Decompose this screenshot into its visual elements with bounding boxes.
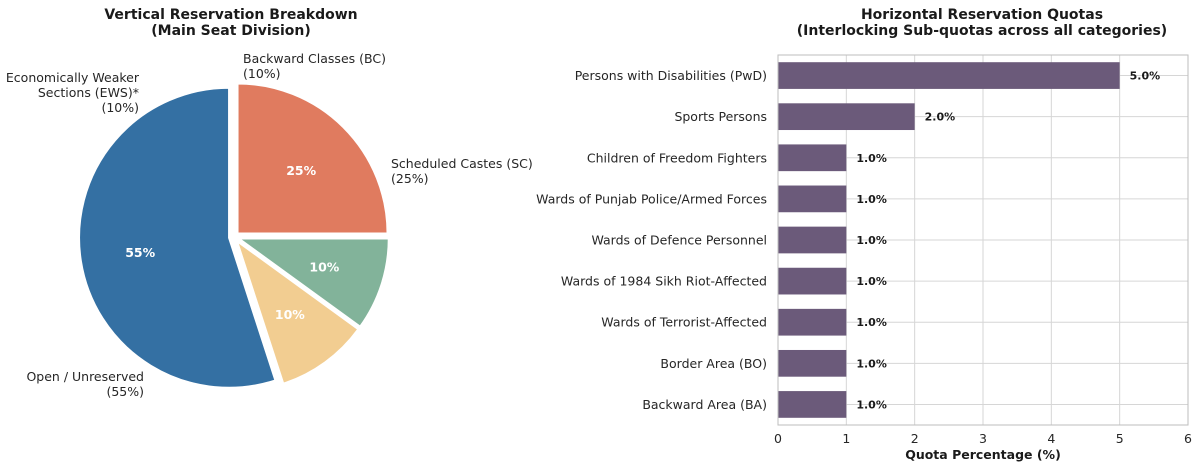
bar-value-children-of-freedom-fighters: 1.0%	[856, 152, 887, 165]
bar-category-wards-of-1984-sikh-riot-affected: Wards of 1984 Sikh Riot-Affected	[561, 274, 767, 289]
pie-pct-backward-classes-bc: 10%	[309, 259, 339, 274]
bar-category-labels: Persons with Disabilities (PwD) Sports Pe…	[536, 68, 767, 412]
bar-category-wards-of-terrorist-affected: Wards of Terrorist-Affected	[601, 315, 767, 330]
pie-pct-scheduled-castes-sc: 25%	[286, 163, 316, 178]
bar-xtick-4: 4	[1047, 431, 1055, 446]
bar-value-wards-of-terrorist-affected: 1.0%	[856, 316, 887, 329]
bar-category-border-area-bo: Border Area (BO)	[660, 356, 767, 371]
bar-title: Horizontal Reservation Quotas	[861, 7, 1103, 23]
pie-slice-open-unreserved	[78, 86, 277, 389]
pie-pct-open-unreserved: 55%	[125, 245, 155, 260]
bar-persons-with-disabilities-pwd	[778, 62, 1120, 89]
bar-sports-persons	[778, 103, 915, 131]
bar-xtick-3: 3	[979, 431, 987, 446]
pie-label-scheduled-castes-sc: Scheduled Castes (SC) (25%)	[391, 156, 533, 186]
bar-subtitle: (Interlocking Sub-quotas across all cate…	[797, 23, 1167, 39]
bar-value-wards-of-punjab-police-armed-forces: 1.0%	[856, 193, 887, 206]
bar-category-persons-with-disabilities-pwd: Persons with Disabilities (PwD)	[575, 68, 767, 83]
pie-pct-economically-weaker-sections-ews: 10%	[275, 307, 305, 322]
pie-slice-economically-weaker-sections-ews	[235, 238, 360, 385]
pie-slice-scheduled-castes-sc	[236, 82, 389, 235]
bar-category-children-of-freedom-fighters: Children of Freedom Fighters	[587, 150, 767, 165]
bar-x-tick-labels: 0 1 2 3 4 5 6	[774, 431, 1192, 446]
bar-wards-of-1984-sikh-riot-affected	[778, 267, 847, 295]
bar-wards-of-terrorist-affected	[778, 308, 847, 336]
bar-x-axis-label: Quota Percentage (%)	[905, 447, 1061, 462]
bar-category-wards-of-punjab-police-armed-forces: Wards of Punjab Police/Armed Forces	[536, 191, 767, 206]
pie-slices: 25% 10% 10% 55%	[78, 82, 390, 389]
pie-label-economically-weaker-sections-ews: Economically Weaker Sections (EWS)* (10%)	[6, 70, 140, 115]
pie-slice-backward-classes-bc	[235, 237, 390, 329]
pie-label-open-unreserved: Open / Unreserved (55%)	[26, 369, 144, 399]
bar-category-backward-area-ba: Backward Area (BA)	[642, 397, 767, 412]
bar-value-wards-of-defence-personnel: 1.0%	[856, 234, 887, 247]
bar-xtick-1: 1	[842, 431, 850, 446]
bar-xtick-6: 6	[1184, 431, 1192, 446]
bar-value-sports-persons: 2.0%	[925, 111, 956, 124]
bar-category-wards-of-defence-personnel: Wards of Defence Personnel	[591, 233, 767, 248]
bar-chart: Horizontal Reservation Quotas (Interlock…	[536, 7, 1192, 462]
bar-wards-of-defence-personnel	[778, 226, 847, 254]
bar-backward-area-ba	[778, 391, 847, 418]
bar-wards-of-punjab-police-armed-forces	[778, 185, 847, 213]
bar-value-backward-area-ba: 1.0%	[856, 398, 887, 411]
bar-value-labels: 5.0% 2.0% 1.0% 1.0% 1.0% 1.0% 1.0% 1.0% 1.0%	[856, 70, 1160, 412]
pie-labels: Scheduled Castes (SC) (25%) Backward Class…	[6, 51, 533, 399]
pie-chart: Vertical Reservation Breakdown (Main Sea…	[6, 7, 533, 399]
bar-plot-frame	[777, 54, 1189, 426]
bar-xtick-5: 5	[1116, 431, 1124, 446]
bar-xtick-0: 0	[774, 431, 782, 446]
bar-bars	[778, 62, 1120, 418]
pie-title: Vertical Reservation Breakdown	[104, 7, 357, 23]
pie-subtitle: (Main Seat Division)	[151, 23, 310, 39]
bar-border-area-bo	[778, 349, 847, 377]
bar-value-persons-with-disabilities-pwd: 5.0%	[1130, 70, 1161, 83]
bar-value-border-area-bo: 1.0%	[856, 357, 887, 370]
bar-category-sports-persons: Sports Persons	[674, 109, 767, 124]
bar-children-of-freedom-fighters	[778, 144, 847, 172]
pie-label-backward-classes-bc: Backward Classes (BC) (10%)	[243, 51, 386, 81]
bar-xtick-2: 2	[911, 431, 919, 446]
bar-value-wards-of-1984-sikh-riot-affected: 1.0%	[856, 275, 887, 288]
